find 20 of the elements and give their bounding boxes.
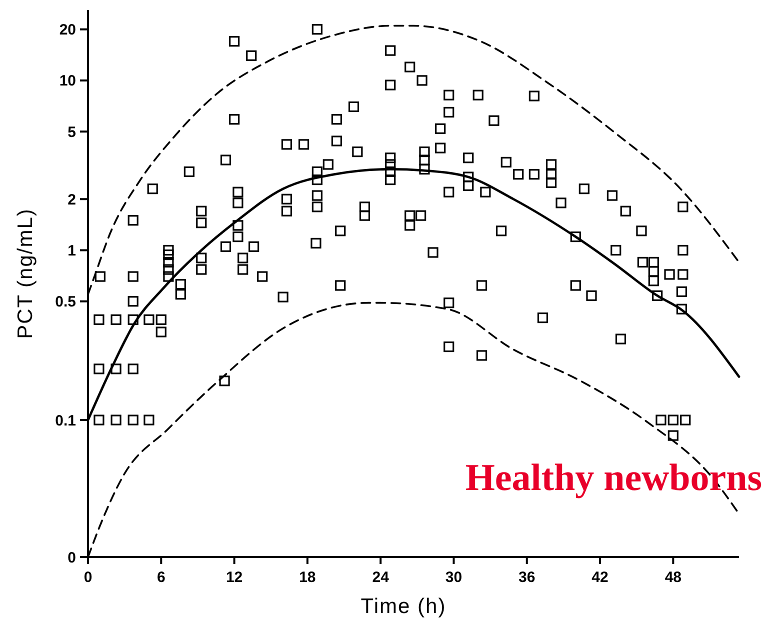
x-tick-label: 48 <box>664 569 682 586</box>
y-tick-label: 1 <box>68 242 76 260</box>
x-tick-label: 6 <box>156 569 166 586</box>
y-axis-title: PCT (ng/mL) <box>14 208 37 339</box>
y-tick-label: 5 <box>68 124 76 141</box>
x-axis-title: Time (h) <box>360 595 446 618</box>
x-tick-label: 0 <box>84 569 92 586</box>
y-tick-label: 20 <box>59 22 76 39</box>
y-tick-label: 2 <box>68 191 76 208</box>
x-tick-label: 12 <box>226 569 243 586</box>
y-tick-label: 0 <box>68 549 76 566</box>
x-tick-label: 42 <box>592 569 608 586</box>
annotation: Healthy newborns <box>465 457 762 499</box>
y-tick-label: 0.5 <box>55 294 76 311</box>
y-tick-label: 0.1 <box>55 412 76 430</box>
x-tick-label: 36 <box>518 569 536 586</box>
x-tick-label: 24 <box>372 569 390 586</box>
y-tick-label: 10 <box>59 72 76 90</box>
x-tick-label: 30 <box>445 569 462 586</box>
x-tick-label: 18 <box>299 569 316 586</box>
